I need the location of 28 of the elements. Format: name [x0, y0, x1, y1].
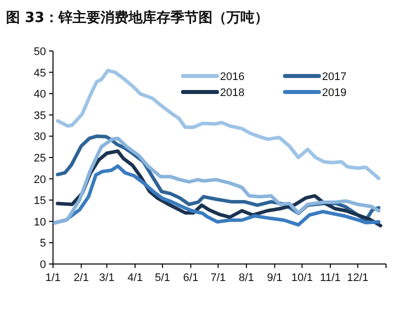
y-tick-label: 10 — [34, 216, 46, 228]
x-tick-label: 9/1 — [267, 272, 282, 284]
legend-label: 2016 — [220, 71, 244, 83]
x-tick-label: 12/1 — [347, 272, 368, 284]
x-tick-label: 8/1 — [238, 272, 254, 284]
x-tick-label: 1/1 — [45, 272, 61, 284]
x-tick-label: 10/1 — [291, 272, 313, 284]
y-tick-label: 25 — [34, 152, 46, 164]
y-tick-label: 40 — [34, 88, 46, 101]
x-tick-label: 7/1 — [210, 272, 226, 284]
x-tick-label: 3/1 — [99, 272, 114, 284]
y-tick-label: 30 — [34, 131, 46, 144]
x-tick-label: 6/1 — [183, 272, 198, 284]
y-tick-label: 0 — [40, 259, 46, 271]
x-tick-label: 4/1 — [127, 272, 143, 284]
y-tick-label: 50 — [34, 46, 46, 58]
legend-label: 2017 — [322, 71, 346, 83]
legend-label: 2018 — [220, 87, 244, 99]
legend-label: 2019 — [322, 87, 346, 99]
y-tick-label: 35 — [34, 110, 46, 122]
x-tick-label: 2/1 — [74, 272, 89, 284]
y-tick-label: 15 — [34, 195, 46, 208]
x-tick-label: 11/1 — [320, 272, 341, 284]
chart-title: 图 33：锌主要消费地库存季节图（万吨） — [6, 9, 268, 26]
y-tick-label: 20 — [34, 174, 46, 186]
y-tick-label: 5 — [40, 238, 46, 250]
x-tick-label: 5/1 — [154, 272, 170, 284]
y-tick-label: 45 — [34, 67, 46, 80]
